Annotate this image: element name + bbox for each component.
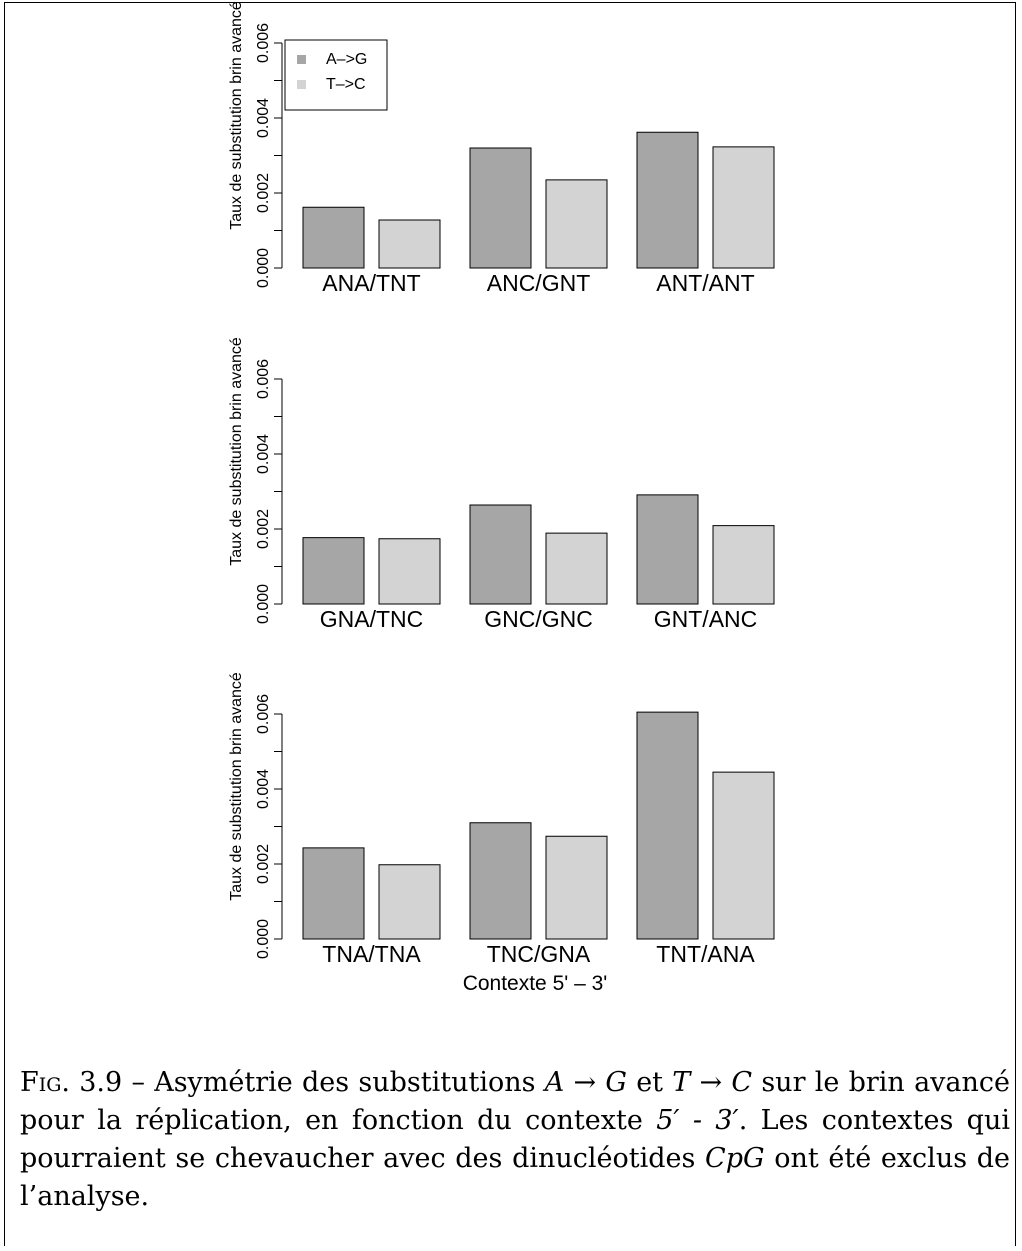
bar-gnt-anc-t-to-c bbox=[712, 525, 775, 605]
x-axis-title: Contexte 5' – 3' bbox=[463, 972, 608, 995]
bar-tnt-ana-t-to-c bbox=[712, 771, 775, 940]
y-tick-label: 0.006 bbox=[255, 359, 272, 399]
legend-label: A–>G bbox=[326, 51, 367, 68]
y-axis-title: Taux de substitution brin avancé bbox=[228, 337, 245, 566]
y-tick-label: 0.000 bbox=[255, 919, 272, 959]
bar-tna-tna-t-to-c bbox=[378, 864, 441, 940]
caption-text-5: ont été exclus de l’analyse. bbox=[20, 1143, 1010, 1212]
caption-text-1: – Asymétrie des substitutions bbox=[122, 1067, 545, 1098]
category-label: GNA/TNC bbox=[320, 606, 424, 632]
y-tick-label: 0.004 bbox=[255, 769, 272, 809]
legend-box bbox=[284, 39, 388, 111]
legend-label: T–>C bbox=[326, 76, 366, 93]
category-label: TNA/TNA bbox=[322, 941, 421, 967]
y-tick-label: 0.006 bbox=[255, 23, 272, 63]
y-axis-title: Taux de substitution brin avancé bbox=[228, 1, 245, 230]
bar-gnt-anc-a-to-g bbox=[636, 494, 699, 605]
y-tick-label: 0.000 bbox=[255, 584, 272, 624]
bar-gnc-gnc-t-to-c bbox=[545, 532, 608, 605]
y-tick-label: 0.006 bbox=[255, 694, 272, 734]
figure-frame bbox=[4, 2, 1016, 1246]
caption-math-a-to-g: A → G bbox=[544, 1067, 627, 1098]
caption-text-3: sur le brin avancé pour la réplication, … bbox=[20, 1067, 1011, 1136]
bar-anc-gnt-t-to-c bbox=[545, 179, 608, 269]
caption-text-4: . Les contextes qui pourraient se chevau… bbox=[20, 1105, 1010, 1174]
bar-ana-tnt-t-to-c bbox=[378, 219, 441, 269]
bar-tnt-ana-a-to-g bbox=[636, 711, 699, 940]
y-tick-label: 0.002 bbox=[255, 844, 272, 884]
category-label: GNC/GNC bbox=[484, 606, 593, 632]
caption-math-cpg: CpG bbox=[705, 1143, 765, 1174]
figure-caption: Fig. 3.9 – Asymétrie des substitutions A… bbox=[20, 1064, 1010, 1216]
y-axis-title: Taux de substitution brin avancé bbox=[228, 672, 245, 901]
category-label: TNT/ANA bbox=[656, 941, 755, 967]
bar-ant-ant-a-to-g bbox=[636, 131, 699, 269]
legend-swatch-a-to-g bbox=[297, 55, 306, 64]
category-label: ANT/ANT bbox=[656, 270, 754, 296]
y-tick-label: 0.000 bbox=[255, 248, 272, 288]
bar-chart: 0.000 0.002 0.004 0.006 Taux de substitution… bbox=[228, 1, 775, 995]
y-tick-label: 0.004 bbox=[255, 434, 272, 474]
bar-tnc-gna-t-to-c bbox=[545, 835, 608, 940]
figure-number: Fig. 3.9 bbox=[20, 1067, 123, 1098]
legend-swatch-t-to-c bbox=[297, 80, 306, 89]
y-tick-label: 0.004 bbox=[255, 98, 272, 138]
bar-ant-ant-t-to-c bbox=[712, 146, 775, 269]
category-label: ANA/TNT bbox=[322, 270, 420, 296]
bar-tnc-gna-a-to-g bbox=[469, 822, 532, 940]
bar-anc-gnt-a-to-g bbox=[469, 147, 532, 269]
category-label: ANC/GNT bbox=[487, 270, 591, 296]
bar-gna-tnc-a-to-g bbox=[302, 537, 365, 605]
bar-gna-tnc-t-to-c bbox=[378, 538, 441, 605]
y-tick-label: 0.002 bbox=[255, 173, 272, 213]
category-label: GNT/ANC bbox=[654, 606, 758, 632]
y-tick-label: 0.002 bbox=[255, 509, 272, 549]
bar-tna-tna-a-to-g bbox=[302, 847, 365, 940]
category-label: TNC/GNA bbox=[487, 941, 591, 967]
caption-text-2: et bbox=[626, 1067, 673, 1098]
caption-math-context: 5′ - 3′ bbox=[656, 1105, 739, 1136]
bar-gnc-gnc-a-to-g bbox=[469, 504, 532, 605]
caption-math-t-to-c: T → C bbox=[672, 1067, 753, 1098]
bar-ana-tnt-a-to-g bbox=[302, 206, 365, 269]
